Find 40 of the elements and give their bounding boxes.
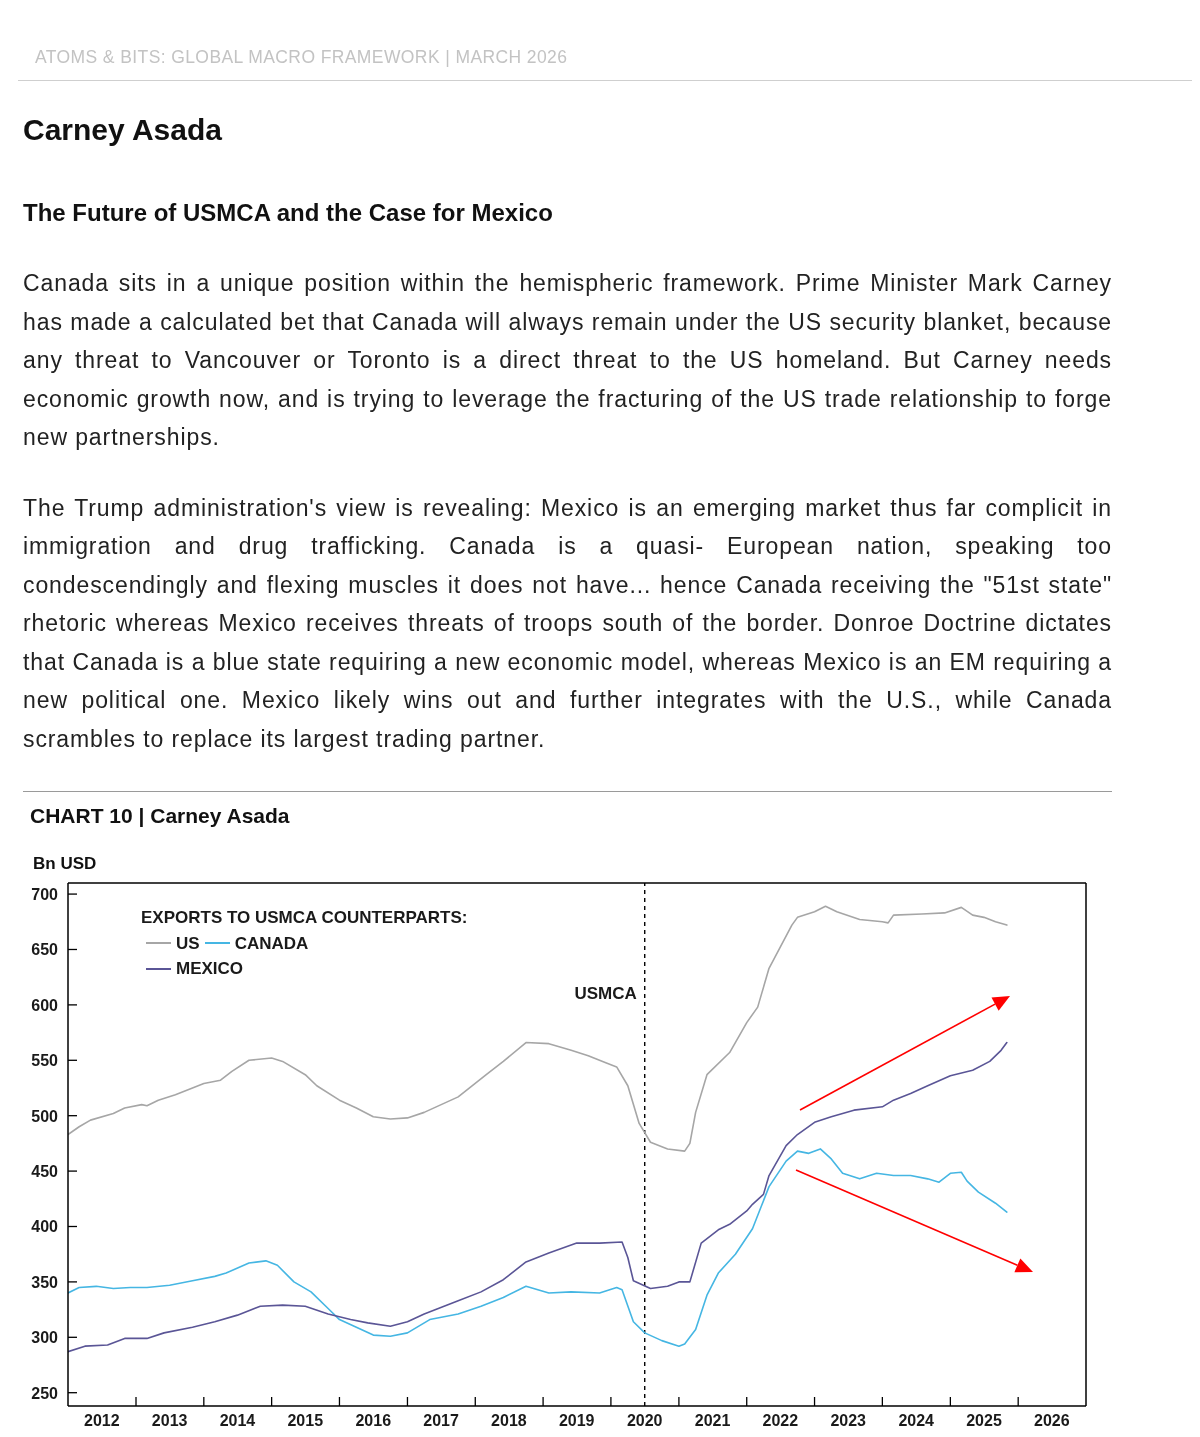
y-tick-label: 650 xyxy=(31,941,59,959)
legend-label: US xyxy=(176,932,200,955)
legend-title: EXPORTS TO USMCA COUNTERPARTS: xyxy=(141,907,469,929)
x-tick-label: 2020 xyxy=(626,1412,663,1429)
y-tick-label: 300 xyxy=(31,1329,59,1347)
text: Canada sits in a unique position within the hemispheric framework. Prime Minister Mark Carney has made a calculated bet that Canada will always remain under the US security blanket, because any threat to Vancouver or Toronto is a direct threat to the US homeland. But Carney needs economic growth now, and is trying to leverage the fracturing of the US trade relationship to forge new partnerships. xyxy=(23,269,1112,452)
x-tick-label: 2023 xyxy=(830,1412,867,1429)
chart-subtitle: The Future of USMCA and the Case for Mexico xyxy=(23,199,553,227)
x-tick-label: 2013 xyxy=(151,1412,188,1429)
x-tick-label: 2018 xyxy=(491,1412,527,1429)
y-tick-label: 700 xyxy=(31,886,59,904)
text: ATOMS & BITS: GLOBAL MACRO FRAMEWORK | MARCH 2026 xyxy=(35,47,568,68)
x-tick-label: 2024 xyxy=(898,1412,935,1429)
line-series xyxy=(68,1148,1008,1347)
y-tick-label: 550 xyxy=(31,1052,59,1070)
chart-title: Carney Asada xyxy=(23,113,222,147)
y-tick-label: 450 xyxy=(31,1163,59,1181)
y-axis-title: Bn USD xyxy=(33,854,97,874)
y-tick-label: 350 xyxy=(31,1273,59,1291)
legend-label: CANADA xyxy=(234,932,309,955)
y-tick-label: 250 xyxy=(31,1384,59,1402)
line-series xyxy=(68,1041,1008,1353)
y-tick-label: 400 xyxy=(31,1218,59,1236)
x-tick-label: 2026 xyxy=(1034,1412,1070,1429)
x-tick-label: 2017 xyxy=(423,1412,459,1429)
x-tick-label: 2016 xyxy=(355,1412,392,1429)
line-series xyxy=(68,905,1008,1152)
x-tick-label: 2022 xyxy=(762,1412,799,1429)
x-tick-label: 2015 xyxy=(287,1412,324,1429)
text: The Trump administration's view is revealing: Mexico is an emerging market thus far complicit in immigration and drug trafficking. Canada is a quasi- European nation, speaking too condescendingly and flexing muscles it does not have... hence Canada receiving the "51st state" rhetoric whereas Mexico receives threats of troops south of the border. Donroe Doctrine dictates that Canada is a blue state requiring a new economic model, whereas Mexico is an EM requiring a new political one. Mexico likely wins out and further integrates with the U.S., while Canada scrambles to replace its largest trading partner. xyxy=(23,493,1112,754)
ref-line-label: USMCA xyxy=(574,984,637,1003)
y-tick-label: 600 xyxy=(31,996,59,1014)
caption: CHART 10 | Carney Asada xyxy=(30,804,290,828)
legend-label: MEXICO xyxy=(176,958,244,980)
y-tick-label: 500 xyxy=(31,1107,59,1125)
x-tick-label: 2012 xyxy=(84,1412,120,1429)
x-tick-label: 2025 xyxy=(966,1412,1002,1429)
x-tick-label: 2014 xyxy=(219,1412,256,1429)
x-tick-label: 2021 xyxy=(694,1412,731,1429)
x-tick-label: 2019 xyxy=(558,1412,595,1429)
